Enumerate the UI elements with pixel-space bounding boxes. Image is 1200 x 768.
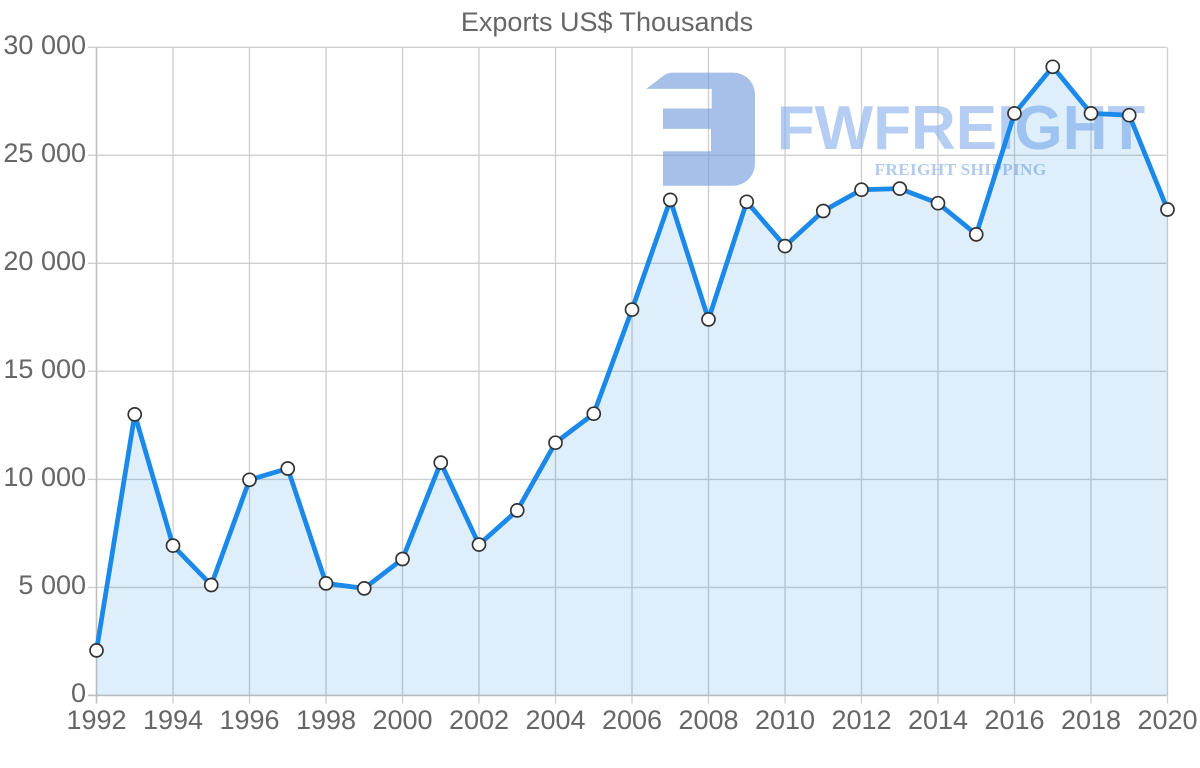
svg-text:2014: 2014 xyxy=(908,705,968,735)
svg-text:20 000: 20 000 xyxy=(3,246,86,276)
svg-text:0: 0 xyxy=(71,678,86,708)
svg-text:2006: 2006 xyxy=(602,705,662,735)
svg-text:1998: 1998 xyxy=(296,705,356,735)
svg-text:5 000: 5 000 xyxy=(18,570,86,600)
svg-text:1996: 1996 xyxy=(219,705,279,735)
svg-text:30 000: 30 000 xyxy=(3,30,86,60)
svg-text:2004: 2004 xyxy=(525,705,585,735)
svg-text:1992: 1992 xyxy=(66,705,126,735)
svg-text:2010: 2010 xyxy=(755,705,815,735)
svg-text:2008: 2008 xyxy=(678,705,738,735)
svg-text:2018: 2018 xyxy=(1061,705,1121,735)
svg-text:10 000: 10 000 xyxy=(3,462,86,492)
svg-text:2000: 2000 xyxy=(372,705,432,735)
svg-text:2020: 2020 xyxy=(1137,705,1197,735)
svg-text:2012: 2012 xyxy=(831,705,891,735)
svg-text:1994: 1994 xyxy=(143,705,203,735)
svg-text:25 000: 25 000 xyxy=(3,138,86,168)
svg-text:Exports US$ Thousands: Exports US$ Thousands xyxy=(461,7,753,37)
svg-text:FREIGHT SHIPPING: FREIGHT SHIPPING xyxy=(874,160,1046,179)
svg-text:2016: 2016 xyxy=(984,705,1044,735)
svg-text:2002: 2002 xyxy=(449,705,509,735)
svg-text:15 000: 15 000 xyxy=(3,354,86,384)
